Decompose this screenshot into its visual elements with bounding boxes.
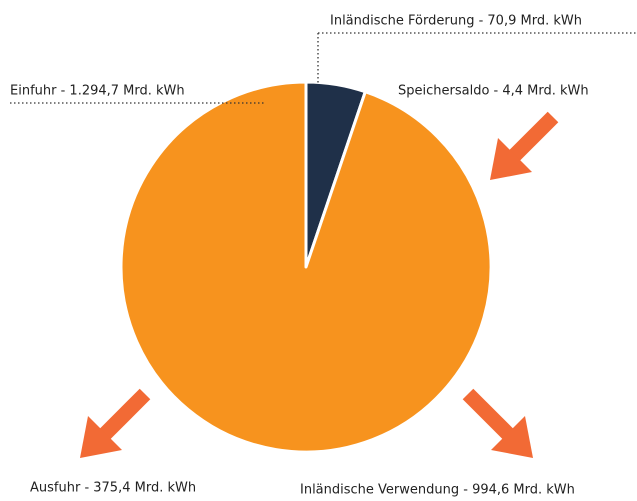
annotation: Inländische Verwendung - 994,6 Mrd. kWh [300,483,575,498]
annotation: Speichersaldo - 4,4 Mrd. kWh [398,84,589,99]
slice-label: Inländische Förderung - 70,9 Mrd. kWh [330,14,582,29]
leader-line [317,32,637,84]
arrow [462,388,533,458]
arrow [490,111,559,180]
arrow [80,388,151,458]
annotation: Ausfuhr - 375,4 Mrd. kWh [30,481,196,496]
pie-slice [119,80,493,454]
slice-label: Einfuhr - 1.294,7 Mrd. kWh [10,84,185,99]
pie [119,80,493,454]
